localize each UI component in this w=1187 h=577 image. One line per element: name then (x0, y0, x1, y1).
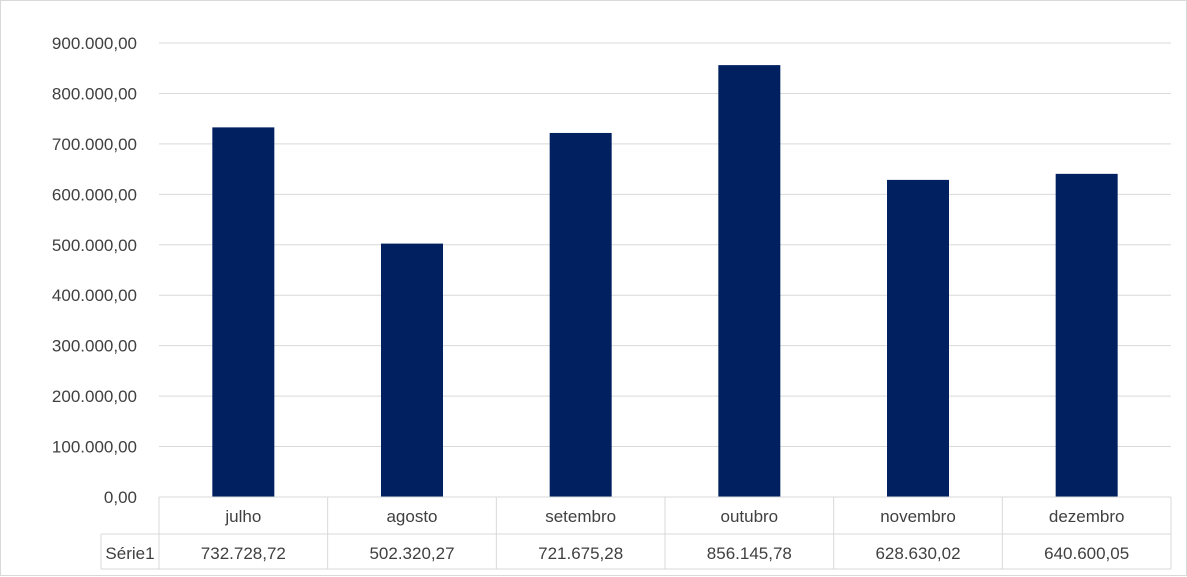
y-tick-label: 700.000,00 (52, 135, 137, 154)
bar (887, 179, 949, 497)
bar (212, 127, 275, 498)
y-tick-label: 0,00 (104, 488, 137, 507)
data-table-value: 732.728,72 (201, 544, 286, 563)
y-tick-label: 400.000,00 (52, 286, 137, 305)
data-table-value: 502.320,27 (369, 544, 454, 563)
y-tick-label: 900.000,00 (52, 34, 137, 53)
y-tick-label: 600.000,00 (52, 185, 137, 204)
y-tick-label: 500.000,00 (52, 236, 137, 255)
y-tick-label: 800.000,00 (52, 84, 137, 103)
x-category-label: agosto (386, 507, 437, 526)
data-table-value: 628.630,02 (875, 544, 960, 563)
x-category-label: setembro (545, 507, 616, 526)
x-category-label: outubro (720, 507, 778, 526)
y-tick-label: 300.000,00 (52, 337, 137, 356)
data-table-value: 640.600,05 (1044, 544, 1129, 563)
bar (381, 243, 443, 497)
bar (718, 65, 781, 498)
y-tick-label: 100.000,00 (52, 438, 137, 457)
series-name-label: Série1 (105, 544, 154, 563)
x-category-label: dezembro (1049, 507, 1125, 526)
data-table-value: 856.145,78 (707, 544, 792, 563)
bar (1055, 173, 1118, 498)
x-category-label: novembro (880, 507, 956, 526)
y-tick-label: 200.000,00 (52, 387, 137, 406)
bar (549, 132, 612, 498)
data-table-value: 721.675,28 (538, 544, 623, 563)
x-category-label: julho (224, 507, 261, 526)
